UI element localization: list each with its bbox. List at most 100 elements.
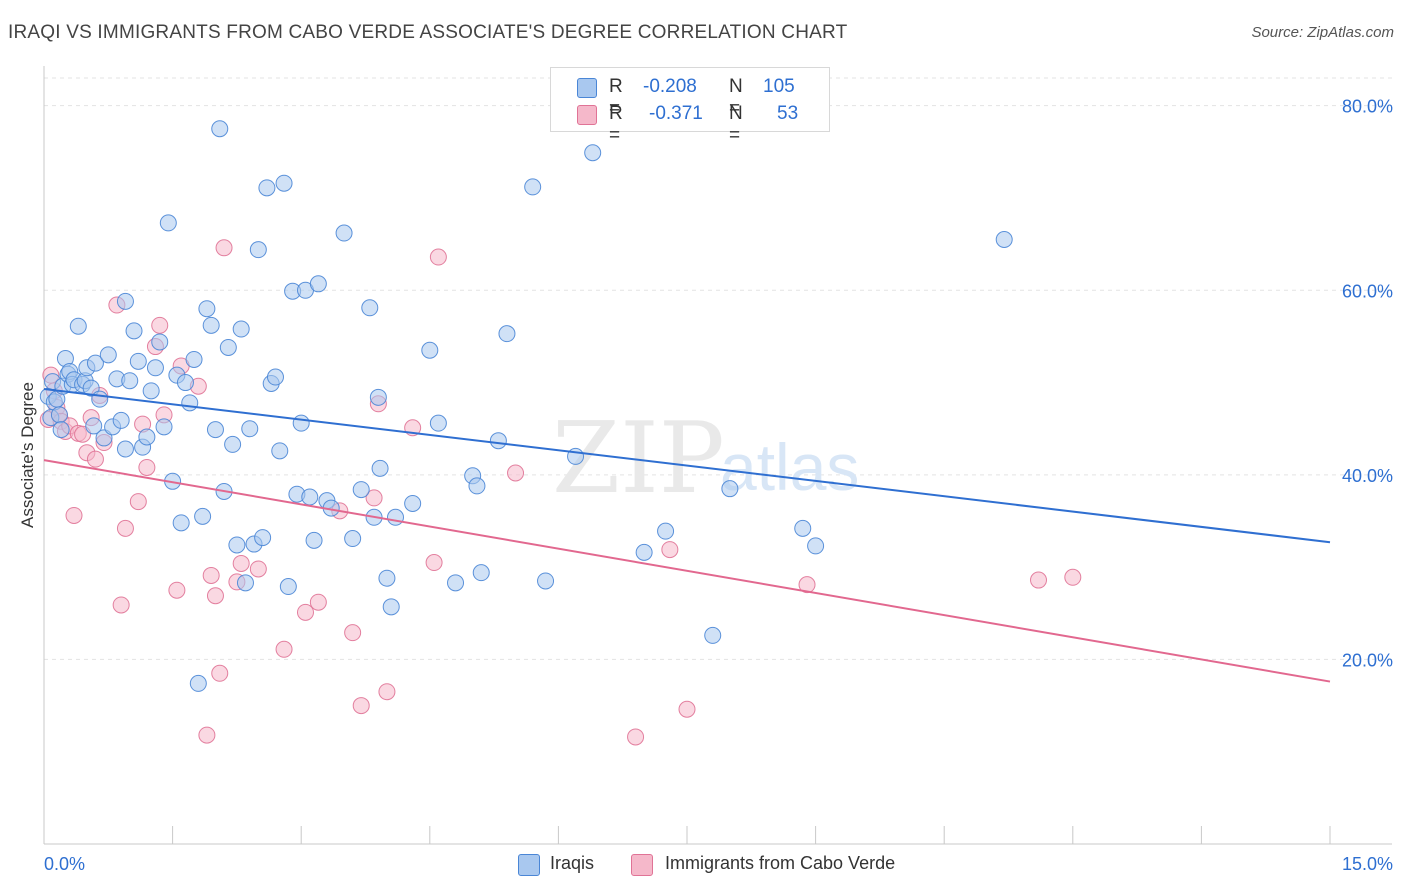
iraqis-point — [241, 420, 259, 438]
iraqis-point — [404, 494, 422, 512]
cabo-verde-point — [429, 248, 447, 266]
iraqis-point — [305, 531, 323, 549]
y-tick-label: 60.0% — [1342, 281, 1393, 301]
legend-label-cabo-verde: Immigrants from Cabo Verde — [665, 853, 896, 873]
iraqis-point — [584, 144, 602, 162]
iraqis-point — [524, 178, 542, 196]
iraqis-point — [352, 481, 370, 499]
cabo-verde-point — [661, 541, 679, 559]
cabo-verde-point — [627, 728, 645, 746]
iraqis-point — [138, 428, 156, 446]
cabo-verde-swatch — [577, 105, 597, 125]
iraqis-point — [429, 414, 447, 432]
iraqis-point — [146, 359, 164, 377]
iraqis-point — [537, 572, 555, 590]
n-value: 105 — [763, 76, 795, 97]
iraqis-point — [301, 488, 319, 506]
iraqis-point — [99, 346, 117, 364]
stats-box: R = -0.208 N = 105 R = -0.371 N = 53 — [550, 67, 830, 146]
watermark-atlas: atlas — [720, 430, 859, 504]
cabo-verde-point — [151, 316, 169, 334]
cabo-verde-point — [202, 566, 220, 584]
iraqis-point — [635, 543, 653, 561]
iraqis-point — [129, 352, 147, 370]
x-tick-label: 15.0% — [1342, 854, 1393, 874]
iraqis-point — [116, 292, 134, 310]
cabo-verde-point — [129, 493, 147, 511]
cabo-verde-point — [507, 464, 525, 482]
cabo-verde-point — [206, 587, 224, 605]
chart-title: IRAQI VS IMMIGRANTS FROM CABO VERDE ASSO… — [8, 22, 848, 43]
iraqis-point — [794, 519, 812, 537]
iraqis-point — [159, 214, 177, 232]
iraqis-legend-swatch — [518, 854, 540, 876]
cabo-verde-point — [65, 506, 83, 524]
series-iraqis — [39, 120, 1013, 692]
source-label: Source: ZipAtlas.com — [1251, 24, 1394, 41]
grid — [44, 77, 1392, 660]
iraqis-point — [292, 414, 310, 432]
iraqis-point — [86, 354, 104, 372]
cabo-verde-point — [112, 596, 130, 614]
iraqis-point — [85, 417, 103, 435]
legend-label-iraqis: Iraqis — [550, 853, 595, 873]
iraqis-point — [151, 333, 169, 351]
iraqis-point — [472, 564, 490, 582]
cabo-verde-point — [275, 640, 293, 658]
cabo-verde-point — [352, 697, 370, 715]
iraqis-point — [361, 299, 379, 317]
iraqis-point — [155, 418, 173, 436]
n-label: N = — [729, 76, 743, 119]
cabo-verde-point — [365, 489, 383, 507]
iraqis-point — [498, 325, 516, 343]
cabo-verde-legend-swatch — [631, 854, 653, 876]
n-label: N = — [729, 103, 743, 146]
iraqis-point — [52, 421, 70, 439]
watermark: ZIP atlas — [552, 402, 859, 516]
iraqis-point — [271, 442, 289, 460]
iraqis-swatch — [577, 78, 597, 98]
r-label: R = — [609, 103, 623, 146]
iraqis-point — [202, 316, 220, 334]
iraqis-point — [378, 569, 396, 587]
iraqis-point — [382, 598, 400, 616]
iraqis-point — [198, 300, 216, 318]
iraqis-point — [228, 536, 246, 554]
iraqis-point — [69, 317, 87, 335]
iraqis-point — [807, 537, 825, 555]
iraqis-point — [704, 626, 722, 644]
cabo-verde-point — [378, 683, 396, 701]
iraqis-point — [50, 406, 68, 424]
n-value: 53 — [777, 103, 799, 124]
cabo-verde-trend-line — [43, 459, 1331, 683]
cabo-verde-point — [296, 603, 314, 621]
iraqis-point — [657, 522, 675, 540]
cabo-verde-point — [678, 700, 696, 718]
iraqis-point — [185, 350, 203, 368]
iraqis-point — [232, 320, 250, 338]
cabo-verde-point — [86, 450, 104, 468]
iraqis-point — [116, 440, 134, 458]
r-value: -0.208 — [643, 76, 697, 97]
iraqis-point — [489, 432, 507, 450]
axes — [43, 66, 1392, 845]
iraqis-point — [344, 530, 362, 548]
r-label: R = — [609, 76, 623, 119]
cabo-verde-point — [425, 554, 443, 572]
iraqis-point — [335, 224, 353, 242]
cabo-verde-point — [215, 239, 233, 257]
y-tick-label: 20.0% — [1342, 650, 1393, 670]
cabo-verde-point — [168, 581, 186, 599]
iraqis-point — [91, 390, 109, 408]
iraqis-point — [369, 388, 387, 406]
iraqis-point — [421, 341, 439, 359]
y-tick-label: 40.0% — [1342, 466, 1393, 486]
cabo-verde-point — [1064, 568, 1082, 586]
iraqis-point — [254, 529, 272, 547]
iraqis-point — [721, 480, 739, 498]
iraqis-point — [258, 179, 276, 197]
r-value: -0.371 — [649, 103, 703, 124]
iraqis-trend-line — [43, 388, 1331, 544]
iraqis-point — [125, 322, 143, 340]
